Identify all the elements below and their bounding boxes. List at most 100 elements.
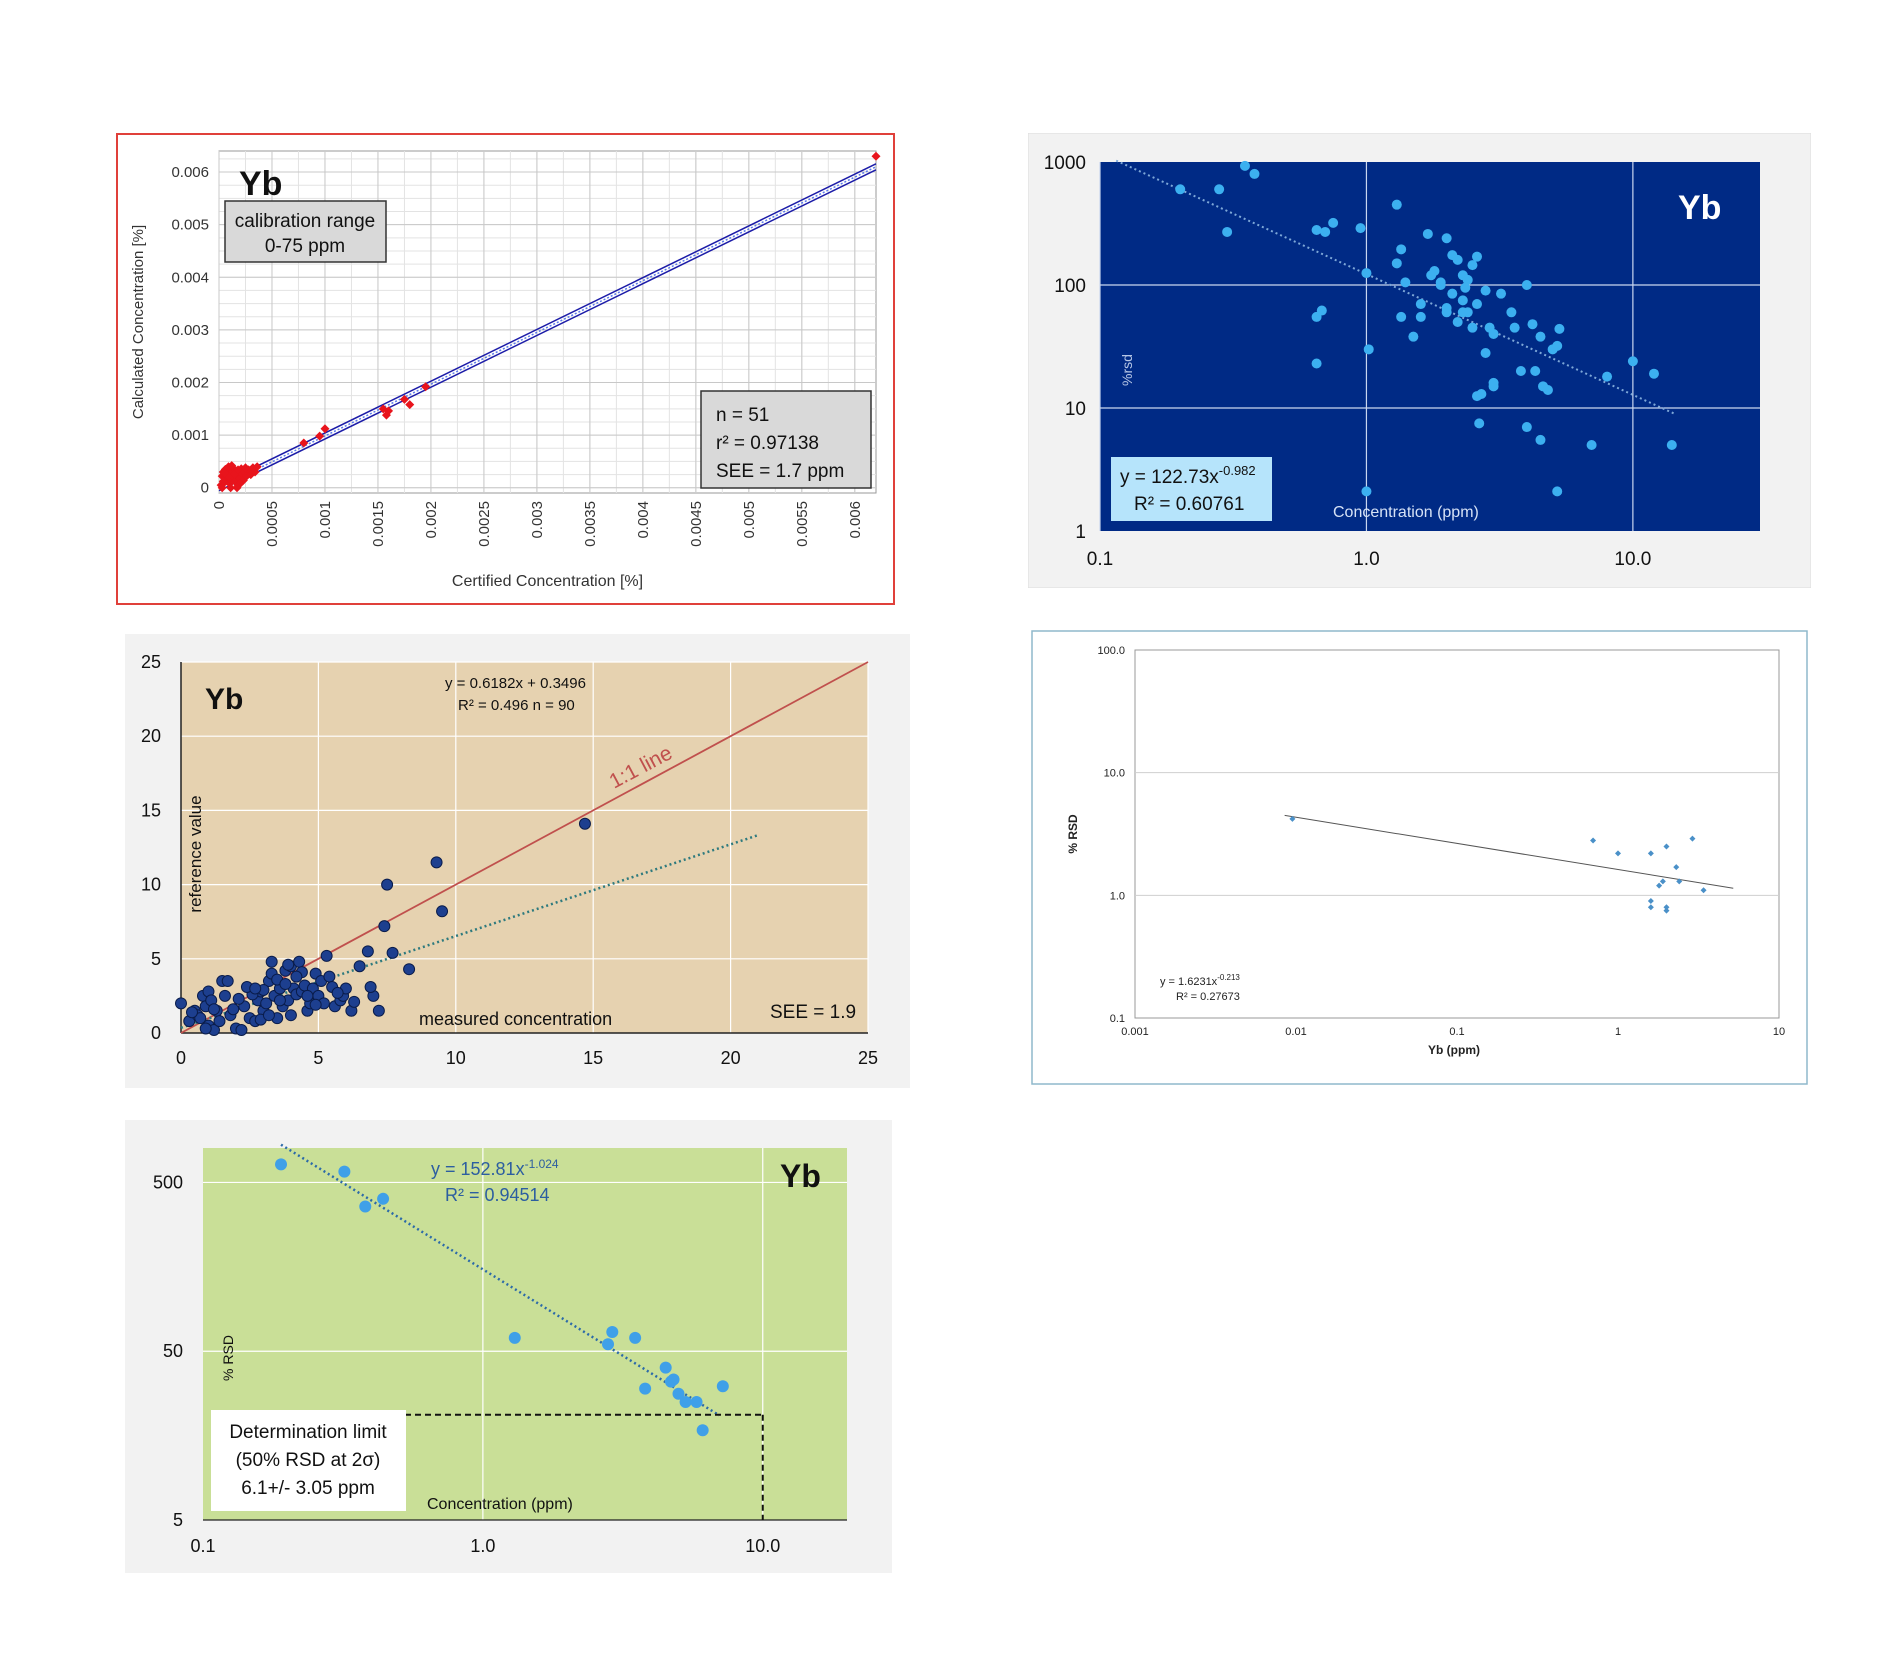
data-point: [399, 394, 409, 404]
data-point: [199, 1022, 212, 1035]
data-point: [1472, 251, 1483, 262]
data-point: [1415, 299, 1426, 310]
data-point: [364, 980, 377, 993]
r-squared-text: R² = 0.60761: [1134, 494, 1244, 515]
data-point: [1175, 184, 1186, 195]
data-point: [185, 1006, 198, 1019]
equation-base: y = 152.81x: [431, 1159, 525, 1179]
data-point: [320, 424, 330, 434]
data-point: [659, 1361, 672, 1374]
calibration-note-line: calibration range: [235, 211, 375, 232]
stats-line: n = 51: [716, 405, 769, 426]
r-squared-n-text: R² = 0.496 n = 90: [458, 697, 575, 714]
data-point: [233, 465, 243, 475]
x-tick-label: 20: [721, 1048, 741, 1068]
data-point: [405, 400, 415, 410]
data-point: [1239, 160, 1250, 171]
data-point: [265, 955, 278, 968]
data-point: [218, 989, 231, 1002]
data-point: [1521, 280, 1532, 290]
fit-trendline: [1284, 814, 1734, 889]
x-tick-label: 0.0005: [264, 501, 281, 547]
y-tick-label: 0.1: [1110, 1013, 1125, 1025]
y-tick-label: 5: [173, 1510, 183, 1530]
data-point: [348, 995, 361, 1008]
rsd-white-chart-panel: 0.1 1.0 10.0 100.0 0.001 0.01 0.1 1 10 Yb (ppm) % …: [1031, 630, 1808, 1085]
element-label: Yb: [205, 683, 243, 716]
determination-limit-line: Determination limit: [229, 1422, 387, 1443]
data-point: [194, 1012, 207, 1025]
x-axis-label: Yb (ppm): [1428, 1043, 1480, 1057]
r-squared-text: R² = 0.27673: [1176, 991, 1240, 1003]
stats-line: r² = 0.97138: [716, 433, 819, 454]
data-point: [871, 151, 881, 161]
see-text: SEE = 1.9: [770, 1002, 856, 1023]
x-tick-label: 0.0015: [370, 501, 387, 547]
data-point: [1462, 274, 1473, 285]
y-axis-label: reference value: [186, 795, 205, 912]
data-point: [1648, 368, 1659, 379]
data-point: [175, 997, 187, 1010]
rsd-blue-chart: 0.1 1.0 10.0 1 10 100 1000 %rsd Concentration (p…: [1028, 133, 1811, 588]
y-tick-label: 0.001: [171, 427, 209, 444]
data-point: [331, 986, 344, 999]
x-tick-label: 1.0: [1353, 549, 1379, 570]
data-point: [1457, 295, 1468, 306]
reference-chart-panel: 0 5 10 15 20 25 0 5 10 15 20 25 Yb y = 0.6182x + 0.34…: [125, 634, 910, 1088]
data-point: [230, 476, 240, 486]
rsd-green-chart-panel: 0.1 1.0 10.0 5 50 500 Yb y = 152.81x-1.024 R² = …: [125, 1120, 892, 1573]
data-point: [1289, 815, 1296, 822]
y-tick-label: 0.003: [171, 322, 209, 339]
data-point: [1521, 422, 1532, 433]
data-point: [1586, 440, 1597, 451]
data-point: [1400, 277, 1411, 288]
data-point: [262, 1009, 275, 1022]
data-point: [359, 1200, 372, 1213]
equation-base: y = 1.6231x: [1160, 976, 1218, 988]
data-point: [1590, 837, 1597, 844]
data-point: [377, 1192, 390, 1205]
data-point: [323, 970, 336, 983]
data-point: [240, 463, 250, 473]
data-point: [1656, 882, 1663, 889]
data-point: [217, 483, 227, 493]
data-point: [315, 431, 325, 441]
data-point: [207, 1003, 220, 1016]
data-point: [1249, 168, 1260, 179]
equation-text: y = 1.6231x-0.213: [1160, 973, 1240, 988]
reference-chart: 0 5 10 15 20 25 0 5 10 15 20 25 Yb y = 0.6182x + 0.34…: [125, 634, 910, 1088]
x-tick-label: 0.01: [1285, 1026, 1306, 1038]
data-point: [1602, 371, 1613, 382]
data-point: [309, 998, 322, 1011]
data-point: [639, 1382, 652, 1395]
y-tick-label: 15: [141, 800, 161, 820]
y-tick-label: 10.0: [1104, 768, 1125, 780]
data-point: [1328, 217, 1339, 228]
data-point: [1320, 226, 1331, 237]
data-point: [282, 958, 295, 971]
data-point: [1441, 233, 1452, 244]
data-point: [1647, 850, 1654, 857]
x-tick-label: 0.0055: [794, 501, 811, 547]
data-point: [578, 817, 591, 830]
data-point: [403, 963, 416, 976]
data-point: [1663, 907, 1670, 914]
data-point: [1472, 391, 1483, 402]
data-point: [1472, 299, 1483, 310]
determination-limit-line: 6.1+/- 3.05 ppm: [241, 1478, 375, 1499]
y-tick-label: 1: [1075, 522, 1086, 543]
x-tick-label: 0.003: [529, 501, 546, 539]
y-tick-label: 100: [1054, 276, 1086, 297]
data-point: [1422, 228, 1433, 239]
data-point: [219, 468, 229, 478]
data-point: [378, 404, 388, 414]
x-tick-label: 10: [1773, 1026, 1785, 1038]
data-point: [1467, 322, 1478, 333]
equation-exponent: -0.982: [1219, 463, 1256, 478]
data-point: [320, 949, 333, 962]
data-point: [1480, 347, 1491, 358]
data-point: [1676, 878, 1683, 885]
y-tick-label: 50: [163, 1341, 183, 1361]
y-tick-label: 20: [141, 726, 161, 746]
data-point: [672, 1387, 685, 1400]
